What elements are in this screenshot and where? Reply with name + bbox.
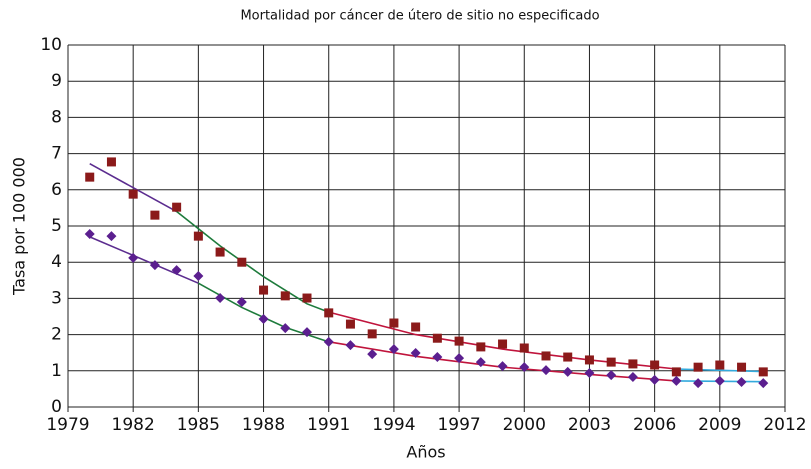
x-tick-label: 1994 [372,415,415,435]
trend-line [176,210,330,313]
diamond-point [388,344,399,355]
square-point [584,355,594,365]
square-point [280,291,290,301]
square-point [606,357,616,367]
square-point [302,293,312,303]
diamond-point [627,371,638,382]
x-axis-label: Años [406,443,445,462]
diamond-point [236,297,247,308]
trend-line [89,236,199,284]
x-tick-label: 1979 [46,415,89,435]
square-point [715,360,725,370]
y-tick-label: 4 [51,252,62,272]
trend-line [676,368,764,373]
y-tick-label: 5 [51,216,62,236]
square-point [563,352,573,362]
square-point [454,336,464,346]
square-point [193,231,203,241]
x-tick-label: 1988 [242,415,285,435]
square-point [106,157,116,167]
diamond-point [584,367,595,378]
x-tick-label: 1985 [177,415,220,435]
square-point [671,367,681,377]
diamond-point [497,361,508,372]
diamond-point [323,336,334,347]
diamond-point [693,378,704,389]
y-tick-label: 8 [51,107,62,127]
diamond-point [215,293,226,304]
chart-title: Mortalidad por cáncer de útero de sitio … [240,9,599,24]
diamond-point [171,265,182,276]
diamond-point [606,370,617,381]
x-tick-label: 2012 [763,415,806,435]
diamond-point [258,314,269,325]
square-point [259,285,269,295]
trend-line [328,311,677,370]
x-tick-label: 1997 [437,415,480,435]
y-tick-label: 10 [40,35,62,55]
diamond-point [280,323,291,334]
diamond-point [758,378,769,389]
square-point [432,333,442,343]
square-point [411,322,421,332]
diamond-point [454,353,465,364]
diamond-point [671,375,682,386]
square-point [758,367,768,377]
trend-line [89,163,178,213]
diamond-point [367,349,378,360]
diamond-point [106,231,117,242]
square-point [172,202,182,212]
square-point [628,359,638,369]
diamond-point [714,375,725,386]
square-point [519,343,529,353]
y-tick-label: 9 [51,71,62,91]
y-tick-label: 2 [51,325,62,345]
diamond-point [432,352,443,363]
square-point [345,319,355,329]
square-point [215,247,225,257]
square-point [128,189,138,199]
square-point [237,257,247,267]
diamond-point [193,270,204,281]
square-point [150,210,160,220]
square-point [367,329,377,339]
diamond-point [519,362,530,373]
x-tick-label: 1982 [112,415,155,435]
square-point [85,172,95,182]
y-tick-label: 0 [51,397,62,417]
diamond-point [84,228,95,239]
diamond-point [128,252,139,263]
diamond-point [345,340,356,351]
y-tick-label: 7 [51,144,62,164]
x-tick-label: 2006 [633,415,676,435]
diamond-point [149,260,160,271]
diamond-point [649,374,660,385]
diamond-point [736,377,747,388]
diamond-point [541,365,551,376]
diamond-point [475,357,486,368]
square-point [476,342,486,352]
square-point [541,351,551,361]
square-point [737,362,747,372]
diamond-point [410,348,421,359]
y-tick-label: 6 [51,180,62,200]
square-point [389,318,399,328]
diamond-point [302,327,312,338]
y-tick-label: 3 [51,288,62,308]
y-axis-label: Tasa por 100 000 [10,157,29,296]
square-point [650,360,660,370]
square-point [324,308,334,318]
x-tick-label: 1991 [307,415,350,435]
x-tick-label: 2000 [503,415,546,435]
x-tick-label: 2009 [698,415,741,435]
square-point [498,339,508,349]
y-tick-label: 1 [51,361,62,381]
x-tick-label: 2003 [568,415,611,435]
square-point [693,362,703,372]
diamond-point [562,366,573,377]
